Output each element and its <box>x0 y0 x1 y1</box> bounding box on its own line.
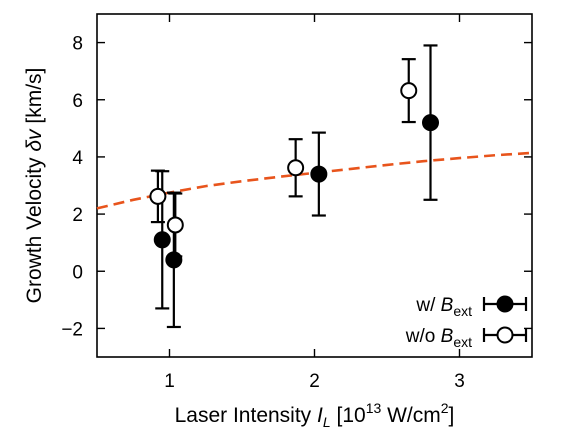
legend-marker <box>496 295 514 313</box>
data-point-with-bext <box>310 131 328 217</box>
x-tick-label: 1 <box>164 371 175 392</box>
filled-marker <box>310 165 328 183</box>
open-marker <box>287 159 305 177</box>
legend-label: w/ Bext <box>415 295 472 319</box>
data-point-without-bext <box>166 192 184 258</box>
x-tick-label: 3 <box>454 371 465 392</box>
y-axis-label: Growth Velocity δv [km/s] <box>23 68 46 304</box>
legend-label-var: B <box>441 295 454 316</box>
filled-marker <box>422 114 439 132</box>
open-marker <box>166 216 184 234</box>
y-tick-label: 2 <box>72 205 83 226</box>
data-point-without-bext <box>400 58 418 124</box>
data-point-without-bext <box>149 169 167 224</box>
legend-label-prefix: w/o <box>405 326 441 347</box>
open-marker <box>400 82 418 100</box>
legend-entry-without-bext: w/o Bext <box>405 326 528 350</box>
legend-label-sub: ext <box>453 334 472 350</box>
legend-label-sub: ext <box>453 303 472 319</box>
axis-ticks: 1 2 3 −2 0 2 4 6 8 <box>61 14 532 392</box>
filled-marker <box>153 231 171 249</box>
legend-marker <box>496 326 514 344</box>
data-points-layer <box>149 44 439 329</box>
data-point-with-bext <box>422 44 439 201</box>
x-tick-label: 2 <box>309 371 320 392</box>
open-marker <box>149 187 167 205</box>
y-tick-label: 0 <box>72 262 83 283</box>
y-tick-label: 8 <box>72 34 83 55</box>
y-tick-label: −2 <box>61 319 83 340</box>
filled-marker <box>165 251 183 269</box>
data-point-with-bext <box>165 191 183 329</box>
data-point-without-bext <box>287 138 305 198</box>
y-tick-label: 6 <box>72 91 83 112</box>
legend-label-var: B <box>441 326 454 347</box>
legend-label-prefix: w/ <box>415 295 440 316</box>
legend-label: w/o Bext <box>405 326 472 350</box>
y-tick-label: 4 <box>72 148 83 169</box>
x-axis-label: Laser Intensity IL [1013 W/cm2] <box>175 400 455 430</box>
legend-entry-with-bext: w/ Bext <box>415 295 528 319</box>
